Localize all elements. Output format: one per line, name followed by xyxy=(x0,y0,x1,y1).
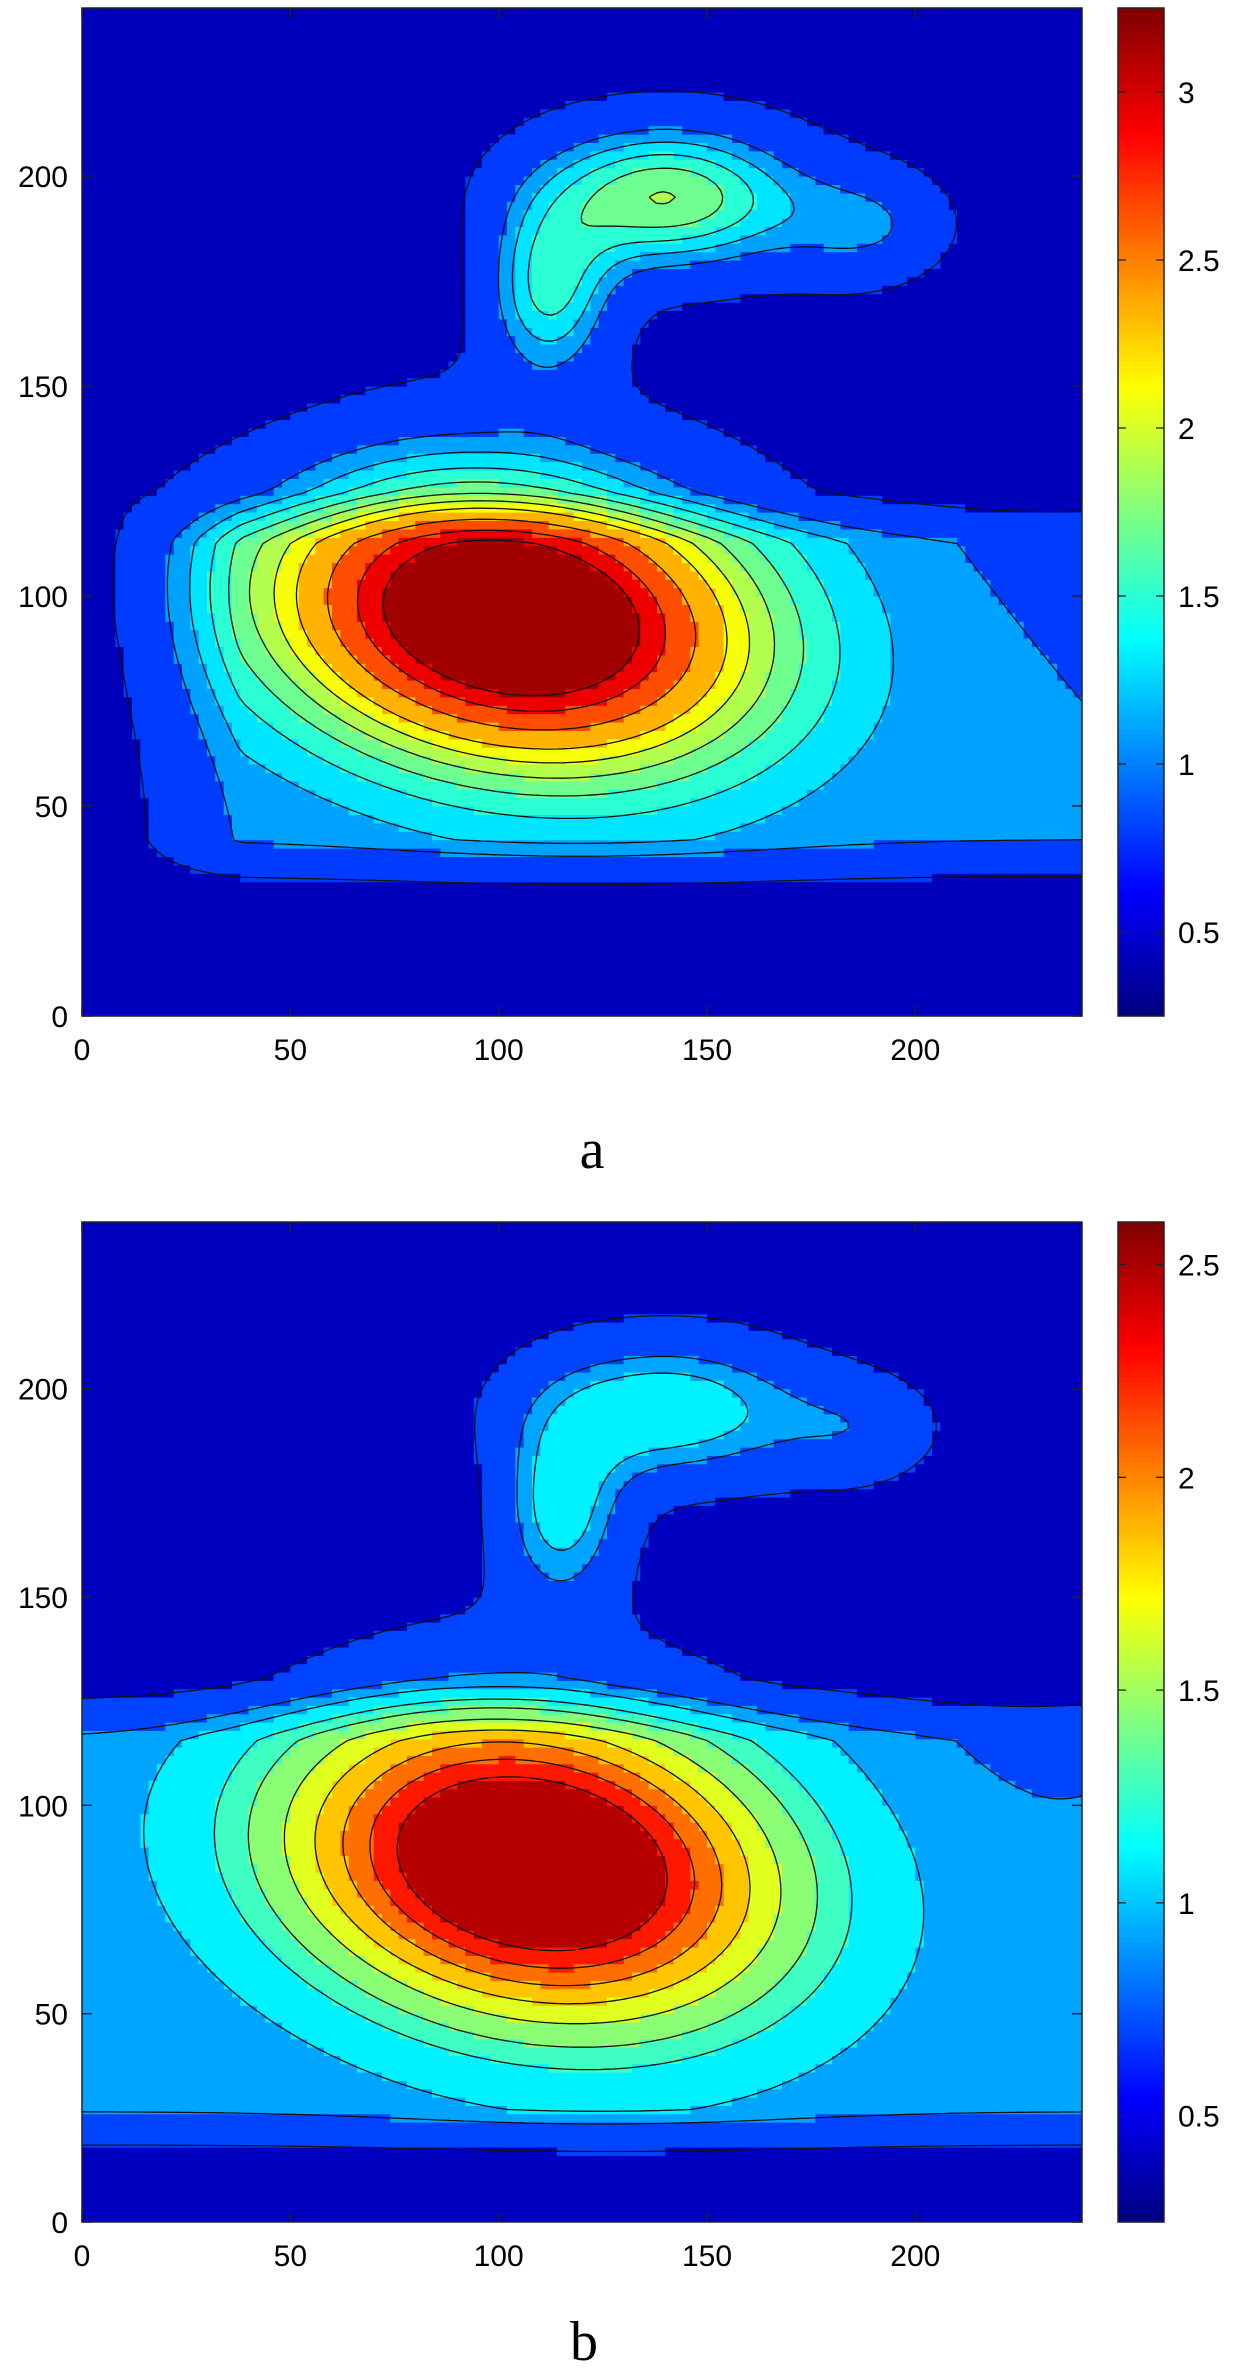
panel-label-a: a xyxy=(580,1119,605,1181)
x-tick-label: 100 xyxy=(474,2240,524,2273)
contour-line-7 xyxy=(314,1729,751,2005)
colorbar-gradient-a xyxy=(1118,8,1164,1017)
colorbar-tick-label: 2 xyxy=(1178,1462,1195,1495)
panel-b: 0 50 100 150 200 0 50 100 150 200 0.5 1 1.5 2 2.5 b xyxy=(18,1221,1220,2370)
colorbar-ticks-a: 0.5 1 1.5 2 2.5 3 xyxy=(1118,77,1220,950)
x-tick-label: 50 xyxy=(274,1034,307,1067)
y-tick-label: 200 xyxy=(18,1374,68,1407)
contour-fills-b xyxy=(82,1222,1082,2222)
x-tick-label: 0 xyxy=(74,2240,91,2273)
panel-label-b: b xyxy=(570,2311,598,2370)
colorbar-tick-label: 1 xyxy=(1178,1888,1195,1921)
x-tick-label: 100 xyxy=(474,1034,524,1067)
colorbar-tick-label: 2 xyxy=(1178,413,1195,446)
colorbar-tick-label: 1.5 xyxy=(1178,581,1220,614)
contour-line-2 xyxy=(166,128,1082,857)
panel-a: 0 50 100 150 200 0 50 100 150 200 0.5 1 1.5 2 2.5 3 a xyxy=(18,7,1220,1181)
x-tick-label: 150 xyxy=(682,2240,732,2273)
plot-frame-b xyxy=(81,1221,1083,2223)
x-tick-label: 150 xyxy=(682,1034,732,1067)
y-tick-label: 100 xyxy=(18,581,68,614)
contour-line-5 xyxy=(247,1707,819,2048)
contour-line-6 xyxy=(248,191,776,779)
colorbar-tick-label: 1 xyxy=(1178,749,1195,782)
y-tick-label: 50 xyxy=(35,1999,68,2032)
colorbar-frame-b xyxy=(1117,1221,1165,2223)
y-axis-b: 0 50 100 150 200 xyxy=(18,1374,1082,2240)
x-axis-a: 0 50 100 150 200 xyxy=(74,8,940,1067)
contour-line-8 xyxy=(342,1741,723,1987)
contour-line-3 xyxy=(189,141,895,845)
x-tick-label: 50 xyxy=(274,2240,307,2273)
colorbar-a: 0.5 1 1.5 2 2.5 3 xyxy=(1117,7,1220,1017)
colorbar-tick-label: 3 xyxy=(1178,77,1195,110)
y-tick-label: 150 xyxy=(18,1582,68,1615)
y-tick-label: 200 xyxy=(18,161,68,194)
x-axis-b: 0 50 100 150 200 xyxy=(74,1222,940,2273)
contour-plot-b xyxy=(82,1222,1082,2222)
y-axis-a: 0 50 100 150 200 xyxy=(18,161,1082,1034)
colorbar-tick-label: 2.5 xyxy=(1178,245,1220,278)
colorbar-tick-label: 1.5 xyxy=(1178,1675,1220,1708)
contour-line-11 xyxy=(382,539,641,697)
colorbar-tick-label: 2.5 xyxy=(1178,1250,1220,1283)
y-tick-label: 0 xyxy=(51,2207,68,2240)
x-tick-label: 200 xyxy=(890,1034,940,1067)
contour-line-4 xyxy=(209,153,841,820)
contour-fills-a xyxy=(82,8,1082,1016)
plot-frame-a xyxy=(81,7,1083,1017)
y-tick-label: 150 xyxy=(18,371,68,404)
y-tick-label: 100 xyxy=(18,1790,68,1823)
contour-line-10 xyxy=(356,529,667,713)
colorbar-b: 0.5 1 1.5 2 2.5 xyxy=(1117,1221,1220,2223)
y-tick-label: 50 xyxy=(35,791,68,824)
colorbar-frame-a xyxy=(1117,7,1165,1017)
contour-line-9 xyxy=(326,518,697,731)
contour-line-1 xyxy=(82,1315,1082,2153)
x-tick-label: 200 xyxy=(890,2240,940,2273)
colorbar-gradient-b xyxy=(1118,1222,1164,2223)
colorbar-tick-label: 0.5 xyxy=(1178,2101,1220,2134)
contour-line-7 xyxy=(273,500,751,764)
contour-line-2 xyxy=(82,1355,1082,2125)
contour-line-3 xyxy=(143,1372,925,2112)
contour-lines-b xyxy=(82,1315,1082,2153)
contour-lines-a xyxy=(111,90,1082,886)
colorbar-ticks-b: 0.5 1 1.5 2 2.5 xyxy=(1118,1250,1220,2134)
contour-line-8 xyxy=(295,507,728,750)
contour-line-10 xyxy=(396,1776,668,1952)
contour-line-4 xyxy=(213,1698,853,2071)
x-tick-label: 0 xyxy=(74,1034,91,1067)
contour-line-5 xyxy=(228,167,805,797)
contour-line-1 xyxy=(111,90,1082,886)
contour-plot-a xyxy=(82,8,1082,1016)
colorbar-tick-label: 0.5 xyxy=(1178,917,1220,950)
contour-line-6 xyxy=(283,1718,782,2025)
contour-line-9 xyxy=(369,1758,696,1969)
y-tick-label: 0 xyxy=(51,1001,68,1034)
